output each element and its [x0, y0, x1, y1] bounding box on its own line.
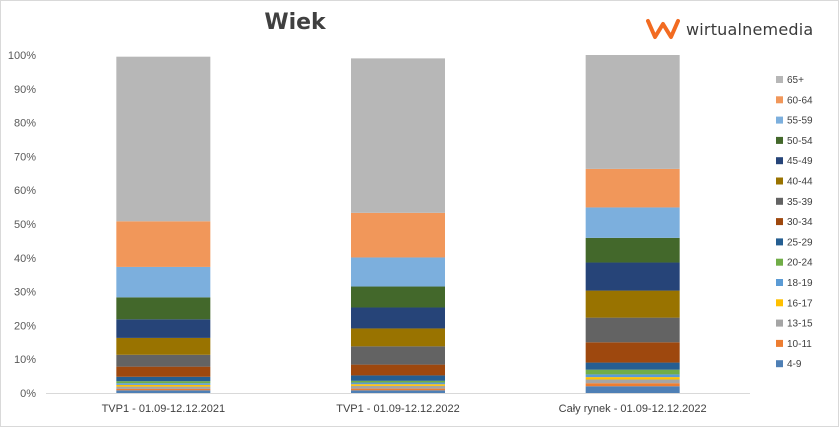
bar-segment-55-59	[585, 207, 680, 238]
x-axis: TVP1 - 01.09-12.12.2021 TVP1 - 01.09-12.1…	[102, 403, 707, 415]
legend-label: 10-11	[787, 339, 812, 350]
bar-segment-45-49	[116, 319, 211, 338]
bar-segment-55-59	[351, 257, 445, 287]
brand-name: wirtualnemedia	[686, 19, 814, 39]
bar-segment-60-64	[116, 221, 211, 267]
legend-label: 45-49	[787, 156, 813, 167]
legend-label: 30-34	[787, 217, 813, 228]
y-tick-label: 50%	[14, 219, 36, 231]
legend-swatch-18-19	[776, 279, 783, 286]
legend-label: 4-9	[787, 359, 802, 370]
bar-segment-30-34	[585, 342, 680, 363]
y-axis: 0% 10% 20% 30% 40% 50% 60% 70% 80% 90% 100%	[8, 50, 750, 400]
bar-segment-16-17	[116, 384, 211, 387]
bar-segment-40-44	[116, 337, 211, 355]
bar-segment-25-29	[585, 362, 680, 370]
bar-segment-10-11	[351, 388, 445, 391]
legend-swatch-60-64	[776, 96, 783, 104]
legend-swatch-50-54	[776, 136, 783, 144]
bar-segment-40-44	[585, 290, 680, 318]
bar-segment-50-54	[585, 237, 680, 263]
legend-swatch-16-17	[776, 299, 783, 307]
x-tick-label: TVP1 - 01.09-12.12.2021	[102, 403, 226, 415]
bar-segment-65+	[116, 56, 211, 222]
legend-swatch-55-59	[776, 116, 783, 124]
legend-label: 50-54	[787, 136, 813, 147]
bar-segment-60-64	[585, 168, 680, 208]
y-tick-label: 30%	[14, 287, 36, 299]
bar-segment-50-54	[351, 286, 445, 308]
legend-label: 55-59	[787, 116, 813, 127]
bar-segment-50-54	[116, 297, 211, 320]
bar-segment-16-17	[351, 384, 445, 386]
bar-segment-25-29	[116, 376, 211, 382]
bar-segment-13-15	[351, 385, 445, 389]
legend-swatch-35-39	[776, 197, 783, 205]
y-tick-label: 40%	[14, 253, 36, 265]
legend-label: 40-44	[787, 177, 813, 188]
y-tick-label: 80%	[14, 118, 36, 130]
bar-segment-16-17	[585, 377, 680, 380]
bar-segment-55-59	[116, 266, 211, 298]
legend-label: 60-64	[787, 95, 813, 106]
y-tick-label: 10%	[14, 354, 36, 366]
y-tick-label: 100%	[8, 50, 36, 62]
y-tick-label: 60%	[14, 185, 36, 197]
legend-swatch-65+	[776, 76, 783, 83]
x-tick-label: Cały rynek - 01.09-12.12.2022	[559, 403, 707, 415]
bar-segment-10-11	[116, 388, 211, 391]
bar-segment-60-64	[351, 212, 445, 258]
bar-segment-30-34	[116, 366, 211, 377]
legend-swatch-13-15	[776, 319, 783, 327]
x-tick-label: TVP1 - 01.09-12.12.2022	[336, 403, 460, 415]
legend-label: 16-17	[787, 298, 813, 309]
bar-segment-4-9	[585, 386, 680, 393]
legend: 65+ 60-64 55-59 50-54 45-49 40-44 35-39 30-34 25…	[776, 75, 813, 370]
bar-segment-18-19	[116, 383, 211, 385]
y-tick-label: 90%	[14, 84, 36, 96]
bar-segment-45-49	[351, 307, 445, 329]
chart-title: Wiek	[264, 10, 326, 35]
legend-label: 25-29	[787, 237, 813, 248]
legend-swatch-20-24	[776, 258, 783, 266]
bar-segment-20-24	[116, 381, 211, 384]
legend-label: 18-19	[787, 278, 813, 289]
legend-swatch-10-11	[776, 339, 783, 347]
bar-segment-20-24	[585, 369, 680, 375]
legend-swatch-25-29	[776, 238, 783, 246]
legend-swatch-30-34	[776, 218, 783, 226]
legend-label: 35-39	[787, 197, 813, 208]
legend-label: 13-15	[787, 319, 813, 330]
bar-segment-18-19	[351, 382, 445, 385]
y-tick-label: 70%	[14, 151, 36, 163]
bar-segment-18-19	[585, 374, 680, 378]
bars	[116, 55, 680, 393]
bar-segment-4-9	[116, 390, 211, 393]
y-tick-label: 0%	[20, 388, 36, 400]
bar-segment-35-39	[585, 317, 680, 343]
bar-segment-40-44	[351, 328, 445, 347]
wirtualnemedia-logo-icon	[646, 19, 680, 39]
legend-label: 65+	[787, 75, 804, 86]
bar-segment-35-39	[351, 346, 445, 365]
legend-swatch-45-49	[776, 157, 783, 165]
bar-segment-35-39	[116, 354, 211, 367]
bar-segment-10-11	[585, 383, 680, 387]
legend-label: 20-24	[787, 258, 813, 269]
bar-segment-25-29	[351, 375, 445, 381]
legend-swatch-40-44	[776, 177, 783, 185]
bar-segment-13-15	[585, 379, 680, 384]
bar-segment-30-34	[351, 364, 445, 376]
legend-swatch-4-9	[776, 360, 783, 368]
y-tick-label: 20%	[14, 320, 36, 332]
bar-segment-20-24	[351, 380, 445, 383]
bar-segment-65+	[585, 55, 680, 169]
bar-segment-65+	[351, 58, 445, 213]
brand-logo: wirtualnemedia	[646, 16, 813, 42]
bar-segment-13-15	[116, 386, 211, 389]
bar-segment-4-9	[351, 390, 445, 393]
bar-segment-45-49	[585, 262, 680, 291]
